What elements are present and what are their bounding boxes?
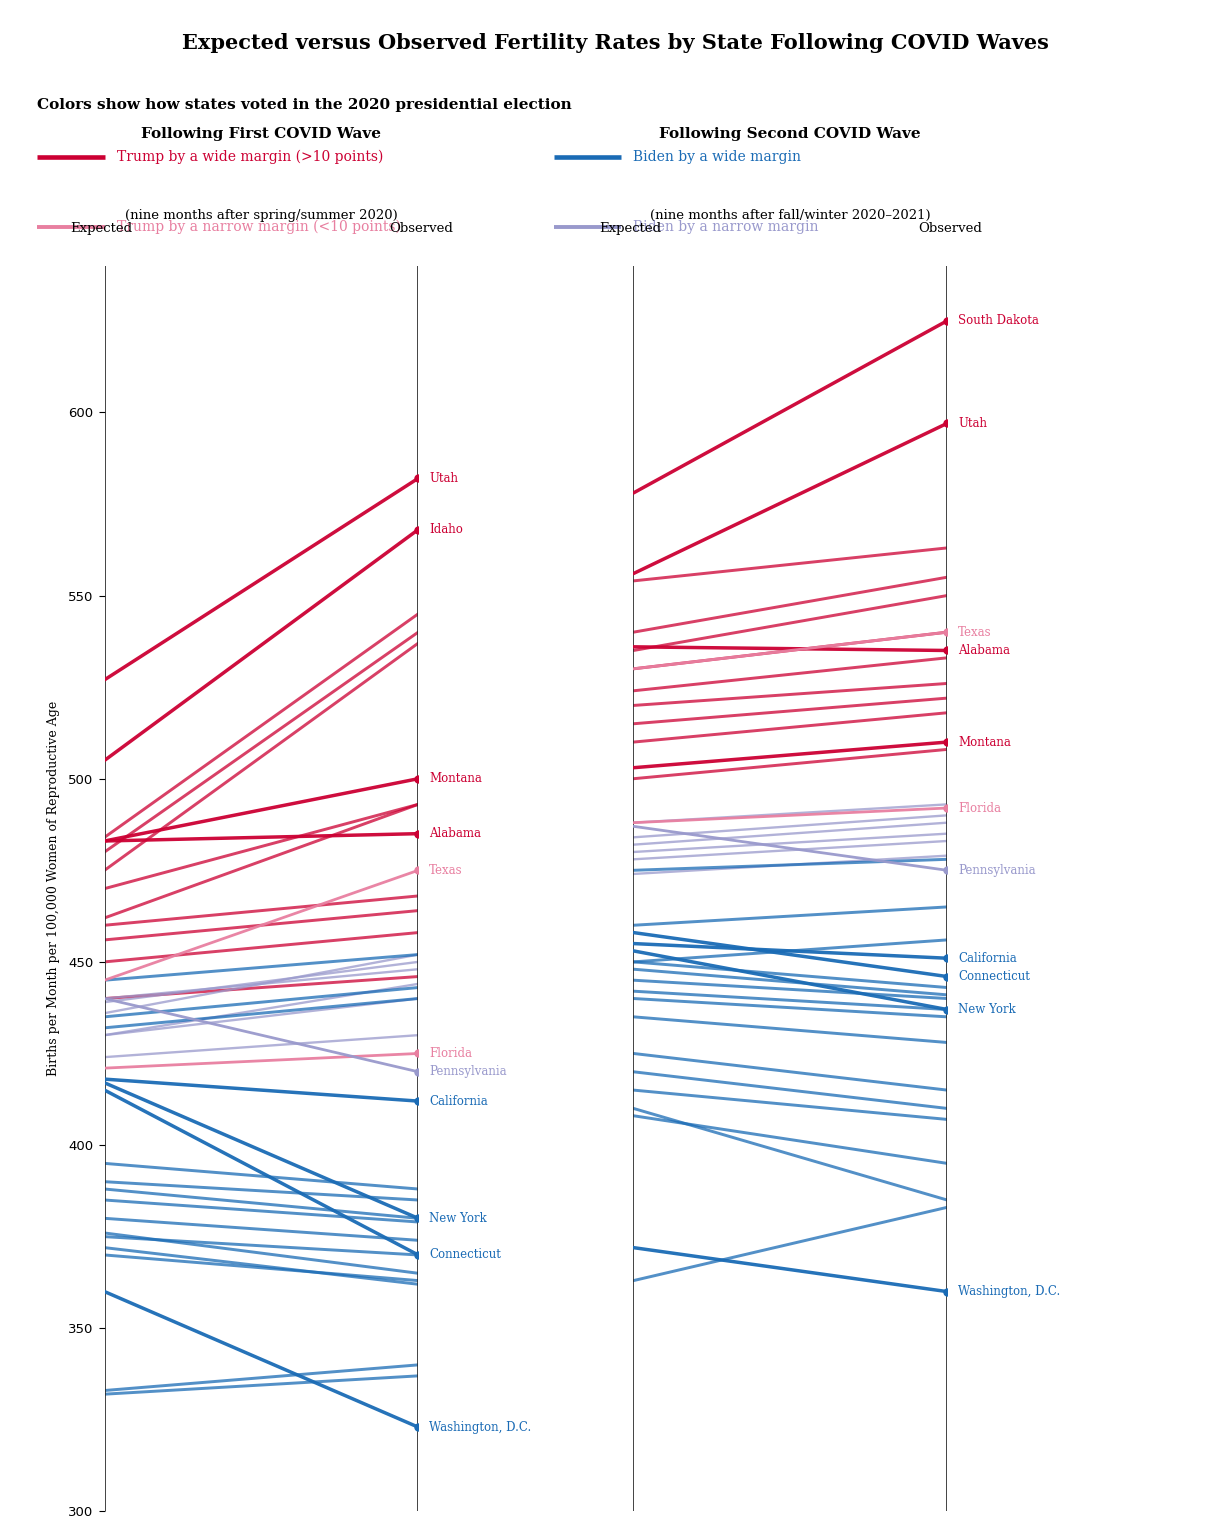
Text: Florida: Florida: [429, 1047, 472, 1060]
Text: Observed: Observed: [390, 222, 454, 235]
Text: (nine months after spring/summer 2020): (nine months after spring/summer 2020): [125, 210, 397, 222]
Text: Texas: Texas: [958, 626, 991, 638]
Text: Connecticut: Connecticut: [958, 971, 1030, 983]
Text: (nine months after fall/winter 2020–2021): (nine months after fall/winter 2020–2021…: [649, 210, 931, 222]
Text: Alabama: Alabama: [958, 644, 1010, 658]
Text: Expected versus Observed Fertility Rates by State Following COVID Waves: Expected versus Observed Fertility Rates…: [182, 33, 1048, 53]
Text: Pennsylvania: Pennsylvania: [958, 864, 1036, 876]
Text: California: California: [958, 952, 1017, 965]
Text: Idaho: Idaho: [429, 523, 464, 536]
Text: Following Second COVID Wave: Following Second COVID Wave: [659, 128, 921, 141]
Text: Alabama: Alabama: [429, 828, 481, 840]
Y-axis label: Births per Month per 100,000 Women of Reproductive Age: Births per Month per 100,000 Women of Re…: [47, 700, 60, 1077]
Text: California: California: [429, 1095, 488, 1107]
Text: Expected: Expected: [599, 222, 662, 235]
Text: Washington, D.C.: Washington, D.C.: [429, 1420, 531, 1434]
Text: Trump by a narrow margin (<10 points): Trump by a narrow margin (<10 points): [117, 220, 401, 234]
Text: Trump by a wide margin (>10 points): Trump by a wide margin (>10 points): [117, 150, 384, 164]
Text: Washington, D.C.: Washington, D.C.: [958, 1285, 1060, 1299]
Text: Pennsylvania: Pennsylvania: [429, 1065, 507, 1078]
Text: Connecticut: Connecticut: [429, 1249, 501, 1261]
Text: Utah: Utah: [958, 416, 988, 430]
Text: Utah: Utah: [429, 472, 459, 485]
Text: Observed: Observed: [919, 222, 983, 235]
Text: Biden by a wide margin: Biden by a wide margin: [633, 150, 802, 164]
Text: Florida: Florida: [958, 802, 1001, 814]
Text: Montana: Montana: [958, 735, 1011, 749]
Text: New York: New York: [958, 1003, 1016, 1016]
Text: Montana: Montana: [429, 772, 482, 785]
Text: New York: New York: [429, 1212, 487, 1224]
Text: Following First COVID Wave: Following First COVID Wave: [141, 128, 381, 141]
Text: Texas: Texas: [429, 864, 462, 876]
Text: Colors show how states voted in the 2020 presidential election: Colors show how states voted in the 2020…: [37, 97, 572, 111]
Text: South Dakota: South Dakota: [958, 314, 1039, 327]
Text: Biden by a narrow margin: Biden by a narrow margin: [633, 220, 819, 234]
Text: Expected: Expected: [70, 222, 133, 235]
